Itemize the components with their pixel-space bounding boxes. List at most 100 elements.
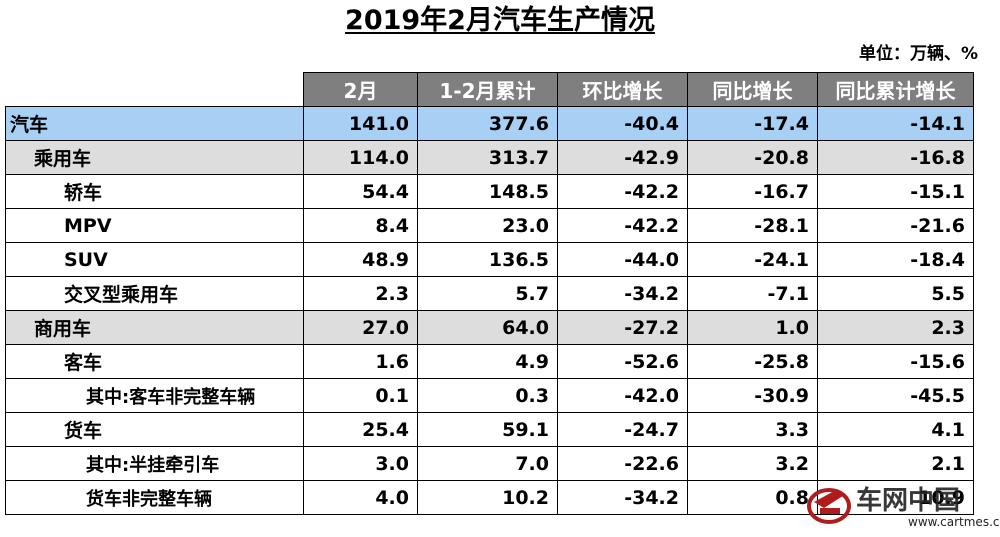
cell-cumulative: 5.7 [417,276,558,311]
cell-mom-growth: -42.2 [557,174,688,209]
cell-yoy-cumulative-growth: -15.1 [817,174,974,209]
cell-mom-growth: -42.0 [557,378,688,413]
cell-yoy-growth: -17.4 [687,106,818,141]
title-text: 2019年2月汽车生产情况 [345,5,655,36]
table-row: 客车 1.6 4.9 -52.6 -25.8 -15.6 [5,344,974,379]
car-logo-icon [807,488,851,524]
table-row: 货车非完整车辆 4.0 10.2 -34.2 0.8 10.9 [5,480,974,515]
table-row: 汽车 141.0 377.6 -40.4 -17.4 -14.1 [5,106,974,141]
cell-month: 48.9 [303,242,418,277]
cell-mom-growth: -52.6 [557,344,688,379]
row-label: 其中:半挂牵引车 [5,446,304,481]
row-label: 其中:客车非完整车辆 [5,378,304,413]
production-table: 2月 1-2月累计 环比增长 同比增长 同比累计增长 汽车 141.0 377.6-… [5,72,974,515]
row-label: 轿车 [5,174,304,209]
cell-yoy-growth: 3.3 [687,412,818,447]
cell-yoy-growth: -30.9 [687,378,818,413]
watermark: 车网中国 www.cartmes.cn [806,478,1000,534]
cell-month: 0.1 [303,378,418,413]
cell-mom-growth: -42.9 [557,140,688,175]
cell-yoy-growth: -28.1 [687,208,818,243]
cell-month: 114.0 [303,140,418,175]
cell-cumulative: 59.1 [417,412,558,447]
cell-yoy-cumulative-growth: 2.1 [817,446,974,481]
header-cumulative: 1-2月累计 [417,72,558,107]
cell-month: 25.4 [303,412,418,447]
cell-mom-growth: -40.4 [557,106,688,141]
watermark-url: www.cartmes.cn [908,515,1000,529]
header-yoy-growth: 同比增长 [687,72,818,107]
cell-yoy-growth: -24.1 [687,242,818,277]
cell-month: 27.0 [303,310,418,345]
cell-yoy-cumulative-growth: -15.6 [817,344,974,379]
table-row: 交叉型乘用车 2.3 5.7 -34.2 -7.1 5.5 [5,276,974,311]
cell-mom-growth: -44.0 [557,242,688,277]
cell-yoy-cumulative-growth: 5.5 [817,276,974,311]
cell-cumulative: 7.0 [417,446,558,481]
cell-mom-growth: -42.2 [557,208,688,243]
row-label: 商用车 [5,310,304,345]
cell-cumulative: 136.5 [417,242,558,277]
cell-mom-growth: -22.6 [557,446,688,481]
cell-month: 2.3 [303,276,418,311]
cell-mom-growth: -27.2 [557,310,688,345]
header-corner [5,72,304,107]
cell-cumulative: 10.2 [417,480,558,515]
cell-yoy-growth: 3.2 [687,446,818,481]
row-label: 汽车 [5,106,304,141]
header-yoy-cumulative-growth: 同比累计增长 [817,72,974,107]
cell-cumulative: 313.7 [417,140,558,175]
cell-yoy-cumulative-growth: 10.9 [817,480,974,515]
table-body: 汽车 141.0 377.6 -40.4 -17.4 -14.1 乘用车 114.0 313.7… [5,106,974,515]
table-row: SUV 48.9 136.5 -44.0 -24.1 -18.4 [5,242,974,277]
cell-yoy-growth: -7.1 [687,276,818,311]
table-row: 其中:客车非完整车辆 0.1 0.3 -42.0 -30.9 -45.5 [5,378,974,413]
cell-yoy-growth: 0.8 [687,480,818,515]
row-label: 客车 [5,344,304,379]
cell-mom-growth: -34.2 [557,480,688,515]
cell-yoy-cumulative-growth: 2.3 [817,310,974,345]
row-label: MPV [5,208,304,243]
watermark-text: 车网中国 [856,486,961,516]
cell-yoy-cumulative-growth: -21.6 [817,208,974,243]
table-row: 轿车 54.4 148.5 -42.2 -16.7 -15.1 [5,174,974,209]
table-row: 货车 25.4 59.1 -24.7 3.3 4.1 [5,412,974,447]
cell-yoy-growth: -25.8 [687,344,818,379]
cell-month: 1.6 [303,344,418,379]
table-row: 商用车 27.0 64.0 -27.2 1.0 2.3 [5,310,974,345]
cell-yoy-growth: 1.0 [687,310,818,345]
table-header-row: 2月 1-2月累计 环比增长 同比增长 同比累计增长 [5,72,974,107]
cell-month: 4.0 [303,480,418,515]
cell-mom-growth: -34.2 [557,276,688,311]
cell-yoy-cumulative-growth: 4.1 [817,412,974,447]
row-label: 货车非完整车辆 [5,480,304,515]
cell-cumulative: 4.9 [417,344,558,379]
cell-yoy-cumulative-growth: -18.4 [817,242,974,277]
page-title: 2019年2月汽车生产情况 [0,4,1000,38]
row-label: 乘用车 [5,140,304,175]
cell-month: 141.0 [303,106,418,141]
cell-cumulative: 64.0 [417,310,558,345]
cell-yoy-cumulative-growth: -45.5 [817,378,974,413]
row-label: 货车 [5,412,304,447]
header-mom-growth: 环比增长 [557,72,688,107]
cell-yoy-growth: -16.7 [687,174,818,209]
cell-cumulative: 23.0 [417,208,558,243]
cell-mom-growth: -24.7 [557,412,688,447]
cell-yoy-growth: -20.8 [687,140,818,175]
cell-cumulative: 377.6 [417,106,558,141]
unit-label: 单位：万辆、% [858,44,978,64]
cell-yoy-cumulative-growth: -14.1 [817,106,974,141]
cell-yoy-cumulative-growth: -16.8 [817,140,974,175]
table-row: MPV 8.4 23.0 -42.2 -28.1 -21.6 [5,208,974,243]
table-row: 乘用车 114.0 313.7 -42.9 -20.8 -16.8 [5,140,974,175]
row-label: 交叉型乘用车 [5,276,304,311]
table-row: 其中:半挂牵引车 3.0 7.0 -22.6 3.2 2.1 [5,446,974,481]
cell-month: 8.4 [303,208,418,243]
row-label: SUV [5,242,304,277]
cell-cumulative: 148.5 [417,174,558,209]
cell-month: 54.4 [303,174,418,209]
header-month: 2月 [303,72,418,107]
cell-cumulative: 0.3 [417,378,558,413]
cell-month: 3.0 [303,446,418,481]
